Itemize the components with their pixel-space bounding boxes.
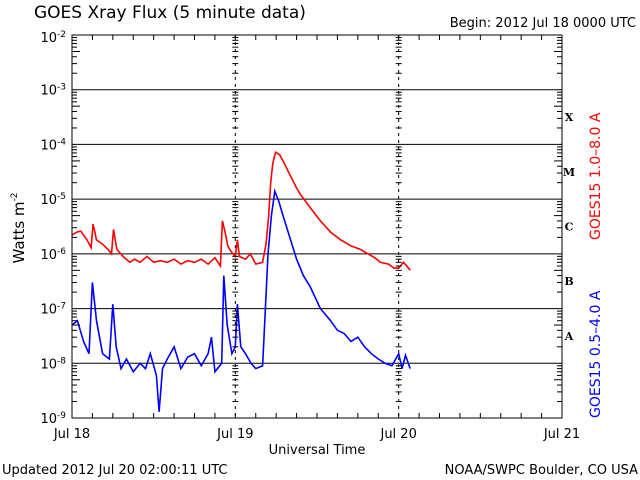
x-tick-label: Jul 19 (216, 427, 253, 442)
y-tick-exp: -2 (57, 30, 66, 40)
y-tick-exp: -7 (57, 302, 66, 312)
flare-class-labels: X M C B A (563, 111, 575, 343)
y-axis-label: Watts m-2 (10, 192, 28, 263)
flare-class-label: M (563, 166, 575, 179)
grid (72, 35, 562, 418)
y-tick-label: 10-5 (40, 192, 66, 208)
series-group (71, 150, 411, 412)
begin-label: Begin: 2012 Jul 18 0000 UTC (450, 16, 636, 31)
y-tick-exp: -3 (57, 83, 66, 93)
series-line-long (71, 150, 411, 271)
y-tick-label: 10-3 (40, 83, 66, 99)
plot-frame (71, 34, 563, 419)
flare-class-label: X (565, 111, 574, 124)
y-tick-exp: -4 (57, 137, 66, 147)
flare-class-label: C (565, 221, 574, 234)
y-tick-label: 10-6 (40, 247, 66, 263)
y-tick-label: 10-8 (40, 356, 66, 372)
y-tick-base: 10 (40, 138, 57, 153)
y-tick-label: 10-9 (40, 411, 66, 427)
updated-timestamp: Updated 2012 Jul 20 02:00:11 UTC (2, 463, 227, 478)
y-tick-exp: -9 (57, 411, 66, 421)
y-tick-label: 10-7 (40, 302, 66, 318)
y-tick-base: 10 (40, 357, 57, 372)
legend-long: GOES15 1.0–8.0 A (588, 112, 604, 240)
y-axis-label-sup: -2 (10, 192, 20, 201)
y-tick-base: 10 (40, 303, 57, 318)
credit: NOAA/SWPC Boulder, CO USA (445, 463, 638, 478)
y-tick-base: 10 (40, 412, 57, 427)
chart-title: GOES Xray Flux (5 minute data) (34, 3, 306, 23)
x-tick-label: Jul 18 (53, 427, 90, 442)
y-tick-base: 10 (40, 248, 57, 263)
y-axis-label-text: Watts m (10, 201, 28, 263)
legend-short: GOES15 0.5–4.0 A (588, 290, 604, 418)
x-axis: Jul 18 Jul 19 Jul 20 Jul 21 (53, 35, 580, 442)
y-tick-exp: -5 (57, 192, 66, 202)
y-tick-exp: -8 (57, 356, 66, 366)
y-tick-base: 10 (40, 193, 57, 208)
y-tick-label: 10-2 (40, 30, 66, 46)
x-axis-label: Universal Time (269, 443, 366, 458)
x-tick-label: Jul 21 (543, 427, 580, 442)
y-axis: 10-210-310-410-510-610-710-810-9 (40, 30, 562, 427)
y-tick-base: 10 (40, 84, 57, 99)
y-tick-base: 10 (40, 31, 57, 46)
y-tick-exp: -6 (57, 247, 66, 257)
x-tick-label: Jul 20 (379, 427, 416, 442)
flare-class-label: A (564, 330, 574, 343)
flare-class-label: B (564, 275, 573, 288)
series-line-short (71, 187, 411, 412)
y-tick-label: 10-4 (40, 137, 66, 153)
